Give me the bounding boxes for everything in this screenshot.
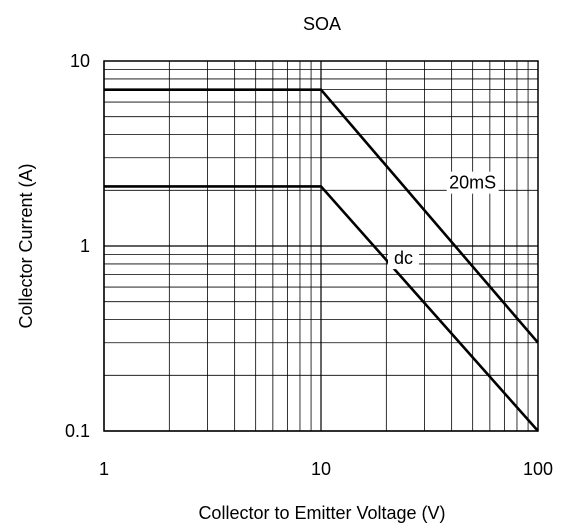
plot-frame: [103, 60, 539, 432]
x-axis-label: Collector to Emitter Voltage (V): [198, 503, 445, 523]
x-tick-label: 100: [523, 459, 553, 479]
y-axis-label: Collector Current (A): [16, 163, 36, 328]
annotation-20ms: 20mS: [449, 173, 496, 193]
y-tick-label: 10: [70, 51, 90, 71]
y-tick-label: 1: [80, 236, 90, 256]
annotation-background: [388, 247, 420, 270]
x-tick-labels: 1 10 100: [99, 459, 553, 479]
y-tick-labels: 0.1 1 10: [65, 51, 90, 441]
y-tick-label: 0.1: [65, 421, 90, 441]
series-line-dc: [104, 185, 539, 432]
series-line-20ms: [104, 88, 539, 344]
x-tick-label: 1: [99, 459, 109, 479]
x-tick-label: 10: [311, 459, 331, 479]
chart-title: SOA: [303, 14, 341, 34]
annotation-background: [446, 171, 499, 194]
annotation-dc: dc: [394, 248, 413, 268]
series-layer: [104, 88, 539, 432]
annotation-layer: 20mS dc: [388, 171, 499, 270]
